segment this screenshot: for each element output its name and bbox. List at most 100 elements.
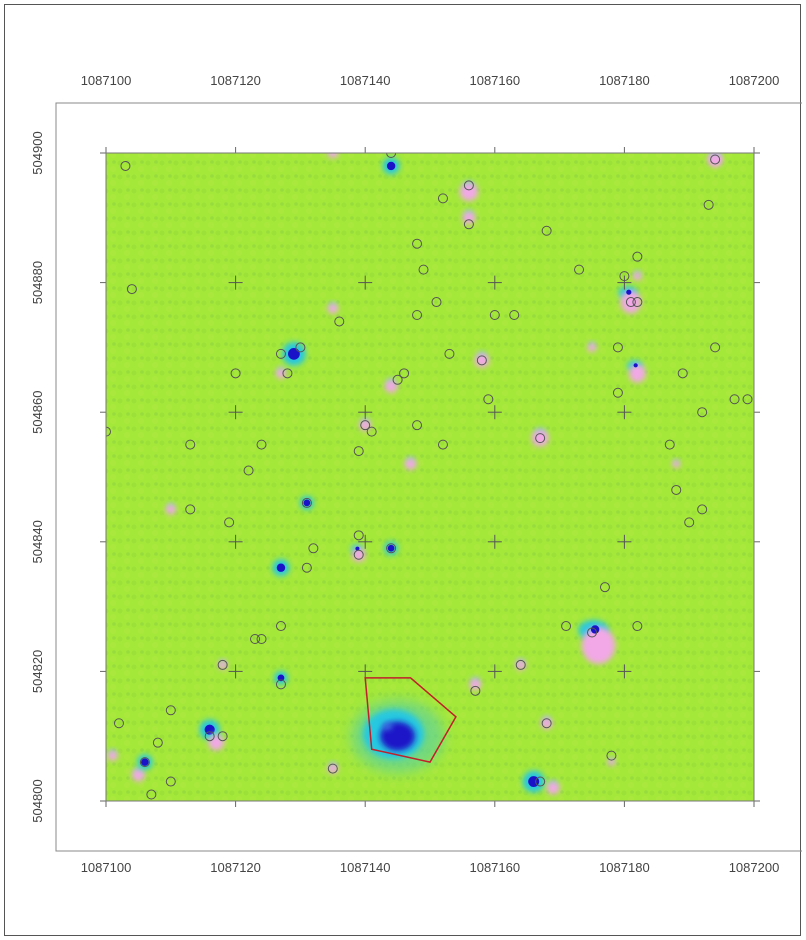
anomaly-pos-lobe [515,659,526,671]
target-marker [509,310,520,320]
anomaly-core [288,347,300,360]
anomaly-pos-lobe [620,290,642,314]
axes-box [55,102,802,852]
target-marker [541,718,552,729]
target-marker [185,439,196,450]
target-marker [353,530,364,541]
x-tick-label-bottom: 1087180 [599,860,650,875]
y-axis-left-labels: 504900 504880 504860 504840 504820 504800 [30,131,45,822]
anomaly-pos-lobe [628,364,646,383]
target-marker [185,504,196,515]
anomaly-core [303,499,311,507]
target-marker [165,776,176,787]
anomaly-core [633,363,638,368]
map-canvas: 1087100 1087120 1087140 1087160 1087180 10872… [30,73,802,875]
y-tick-label: 504800 [30,779,45,822]
x-tick-label-top: 1087180 [599,73,650,88]
anomaly-23 [137,754,153,770]
target-marker [444,348,455,359]
anomaly-pos-lobe [208,734,224,751]
target-marker [353,446,364,457]
target-marker [606,750,617,761]
target-marker [541,225,552,236]
target-marker [632,251,643,262]
anomaly-core [141,758,149,766]
target-marker [710,154,721,165]
y-tick-label: 504880 [30,261,45,304]
target-marker [152,737,163,748]
target-marker [250,634,261,644]
target-marker [412,420,423,431]
anomaly-core [626,289,632,295]
x-tick-label-top: 1087100 [81,73,132,88]
x-tick-label-top: 1087160 [469,73,520,88]
x-tick-label-bottom: 1087140 [340,860,391,875]
x-axis-top-labels: 1087100 1087120 1087140 1087160 1087180 10872… [81,73,780,88]
target-marker [275,348,286,359]
x-tick-label-top: 1087200 [729,73,780,88]
target-marker [386,543,397,554]
target-marker [664,439,675,450]
target-marker [632,621,643,632]
target-marker [729,394,740,405]
target-marker [574,264,585,275]
target-marker [353,549,364,560]
target-marker [587,627,597,638]
anomaly-26 [540,716,553,730]
target-marker [710,342,721,353]
target-marker [756,272,765,281]
target-marker [515,659,526,670]
target-marker [386,153,397,158]
target-marker [437,439,448,450]
target-marker [308,543,319,554]
anomaly-35 [165,503,176,515]
anomaly-pos-lobe [531,429,549,447]
target-marker [535,776,546,787]
target-marker [476,355,487,366]
anomaly-12 [404,457,417,470]
target-marker [224,517,235,528]
target-marker [625,297,636,308]
x-tick-label-top: 1087120 [210,73,261,88]
target-marker [697,504,708,515]
anomaly-pos-lobe [359,419,372,431]
anomaly-pos-lobe [581,626,616,665]
target-markers [106,153,765,800]
target-marker [677,368,688,379]
anomaly-pos-lobe [474,353,489,368]
magnetic-anomaly-map [106,153,765,801]
anomaly-pos-lobe [459,182,478,201]
target-marker [282,368,293,379]
x-tick-label-bottom: 1087160 [469,860,520,875]
target-marker [697,407,708,418]
target-marker [392,374,403,385]
x-tick-label-top: 1087140 [340,73,391,88]
target-marker [217,731,228,742]
axis-ticks [100,147,760,807]
anomaly-22 [131,767,145,782]
target-marker [412,238,423,249]
anomaly-pos-lobe [546,781,560,795]
y-tick-label: 504860 [30,391,45,434]
target-marker [301,497,312,508]
target-marker [671,484,682,495]
target-marker [431,297,442,308]
anomaly-6 [618,286,642,314]
target-marker [612,342,623,353]
anomaly-core [387,544,395,552]
anomaly-32 [632,270,642,281]
anomaly-pos-lobe [131,768,145,782]
target-marker [295,342,306,353]
target-marker [301,562,312,573]
target-marker [742,394,753,405]
anomaly-33 [672,459,681,468]
target-marker [599,582,610,593]
anomaly-19 [522,770,545,793]
anomaly-pos-lobe [327,763,338,774]
target-marker [126,284,137,295]
target-marker [632,297,643,308]
target-marker [619,271,630,282]
target-marker [204,731,215,742]
anomaly-core [355,546,360,551]
anomaly-pos-lobe [632,271,642,281]
